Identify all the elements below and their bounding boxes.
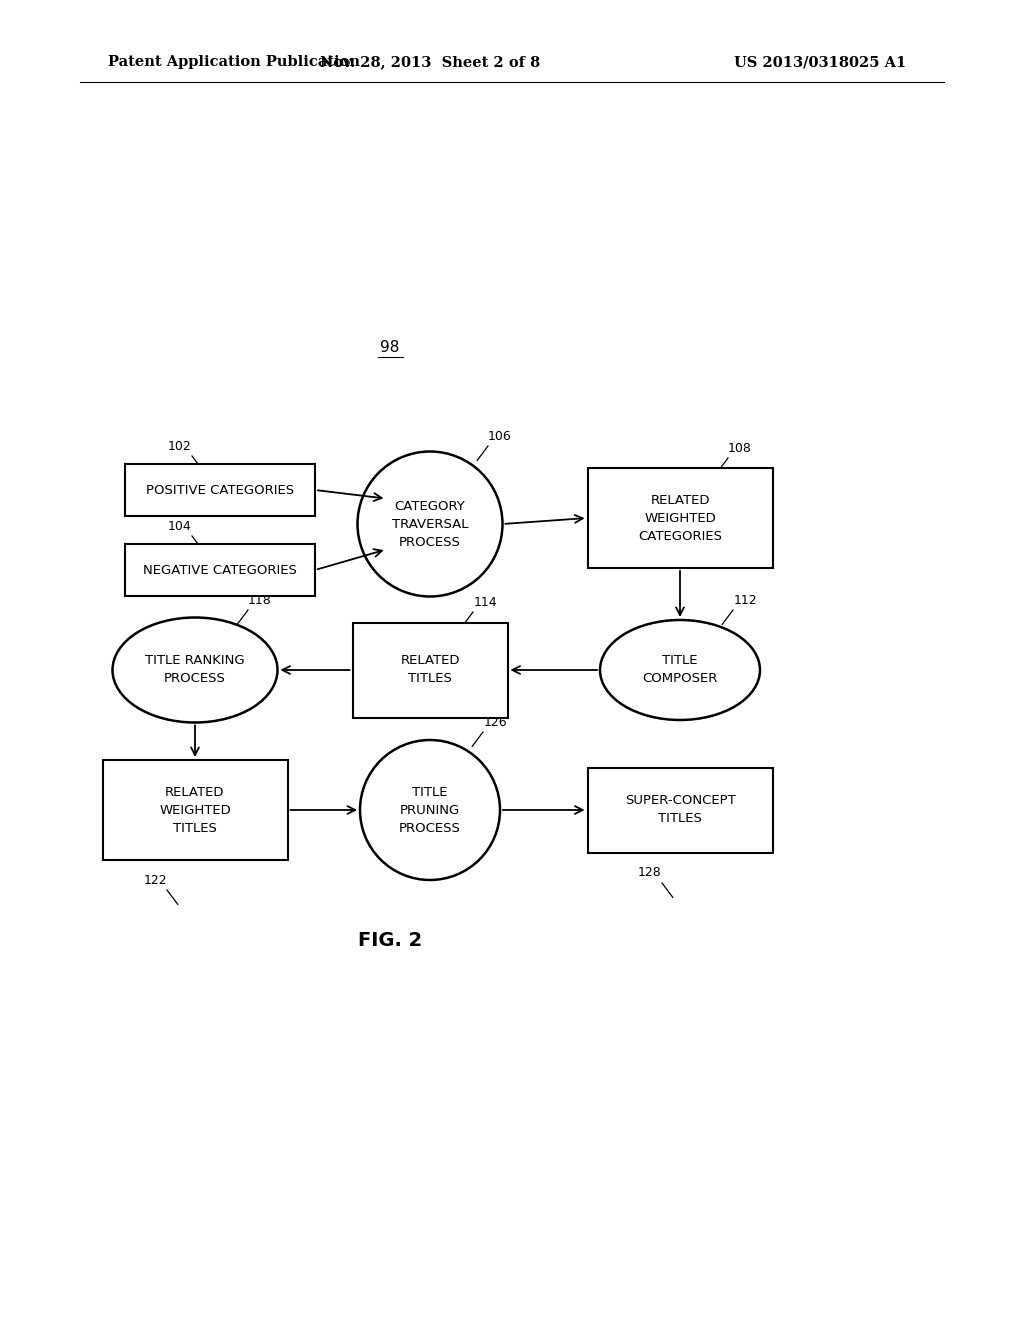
Bar	[125, 465, 315, 516]
Text: RELATED
TITLES: RELATED TITLES	[400, 655, 460, 685]
Text: 118: 118	[248, 594, 272, 606]
Text: POSITIVE CATEGORIES: POSITIVE CATEGORIES	[146, 483, 294, 496]
Text: US 2013/0318025 A1: US 2013/0318025 A1	[734, 55, 906, 69]
Bar	[352, 623, 508, 718]
Bar	[102, 760, 288, 861]
Text: 112: 112	[733, 594, 757, 606]
Ellipse shape	[600, 620, 760, 719]
Text: 104: 104	[168, 520, 191, 532]
Text: SUPER-CONCEPT
TITLES: SUPER-CONCEPT TITLES	[625, 795, 735, 825]
Text: NEGATIVE CATEGORIES: NEGATIVE CATEGORIES	[143, 564, 297, 577]
Text: 102: 102	[168, 440, 191, 453]
Text: 114: 114	[473, 595, 497, 609]
Text: FIG. 2: FIG. 2	[357, 931, 422, 949]
Text: RELATED
WEIGHTED
CATEGORIES: RELATED WEIGHTED CATEGORIES	[638, 494, 722, 543]
Text: RELATED
WEIGHTED
TITLES: RELATED WEIGHTED TITLES	[159, 785, 230, 834]
Text: 98: 98	[380, 341, 399, 355]
Bar	[125, 544, 315, 597]
Bar	[588, 469, 772, 568]
Ellipse shape	[113, 618, 278, 722]
Text: CATEGORY
TRAVERSAL
PROCESS: CATEGORY TRAVERSAL PROCESS	[392, 499, 468, 549]
Text: 126: 126	[483, 715, 507, 729]
Text: 108: 108	[728, 441, 752, 454]
Text: Nov. 28, 2013  Sheet 2 of 8: Nov. 28, 2013 Sheet 2 of 8	[319, 55, 540, 69]
Text: 122: 122	[143, 874, 167, 887]
Bar	[588, 767, 772, 853]
Text: TITLE RANKING
PROCESS: TITLE RANKING PROCESS	[145, 655, 245, 685]
Text: 128: 128	[638, 866, 662, 879]
Text: TITLE
PRUNING
PROCESS: TITLE PRUNING PROCESS	[399, 785, 461, 834]
Ellipse shape	[360, 741, 500, 880]
Text: Patent Application Publication: Patent Application Publication	[108, 55, 360, 69]
Text: TITLE
COMPOSER: TITLE COMPOSER	[642, 655, 718, 685]
Text: 106: 106	[488, 429, 512, 442]
Ellipse shape	[357, 451, 503, 597]
